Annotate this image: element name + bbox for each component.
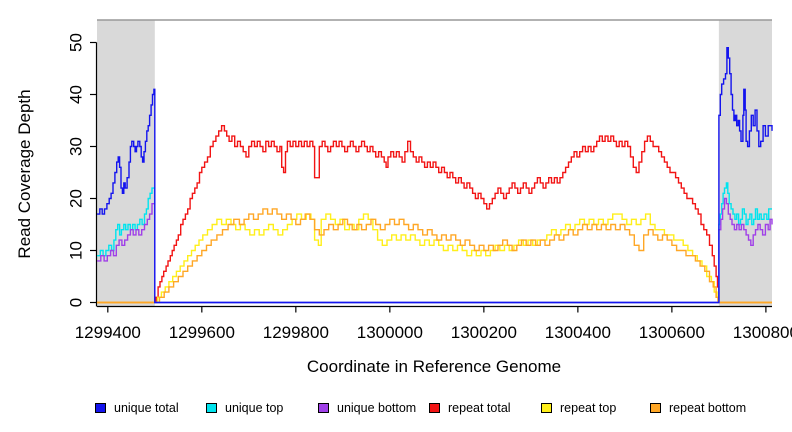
series-line-repeat-total [97,125,772,304]
y-tick-label: 40 [67,85,86,104]
series-line-repeat-bottom [97,208,772,304]
x-axis-label: Coordinate in Reference Genome [307,357,561,376]
legend-swatch-unique-top [206,403,217,413]
shaded-region [718,20,772,307]
coverage-plot: 1299400 1299600 1299800 1300000 1300200 13004… [15,19,792,376]
x-tick-label: 1299800 [263,323,329,342]
legend-item-repeat-top: repeat top [541,399,616,417]
legend-item-unique-total: unique total [95,399,179,417]
y-tick-label: 20 [67,189,86,208]
legend-label: repeat total [448,401,511,415]
y-tick-label: 0 [67,298,86,307]
legend-swatch-repeat-bottom [650,403,661,413]
x-tick-label: 1300000 [357,323,423,342]
series-line-repeat-top [97,213,772,304]
x-tick-label: 1299400 [75,323,141,342]
x-tick-label: 1300400 [545,323,611,342]
legend-swatch-repeat-top [541,403,552,413]
legend-label: unique top [225,401,284,415]
x-tick-label: 1299600 [169,323,235,342]
legend-label: unique bottom [337,401,417,415]
legend-item-unique-top: unique top [206,399,283,417]
series-line-unique-bottom [97,197,773,304]
x-tick-label: 1300600 [639,323,705,342]
legend-label: repeat top [560,401,617,415]
legend-swatch-repeat-total [429,403,440,413]
series-line-unique-total [97,47,773,304]
y-tick-label: 10 [67,241,86,260]
legend-swatch-unique-total [95,403,106,413]
y-tick-label: 50 [67,33,86,52]
legend-label: repeat bottom [669,401,747,415]
legend-item-repeat-total: repeat total [429,399,511,417]
x-tick-label: 1300200 [451,323,517,342]
legend-label: unique total [114,401,179,415]
legend-swatch-unique-bottom [318,403,329,413]
legend-item-unique-bottom: unique bottom [318,399,416,417]
shaded-region [97,20,155,307]
legend: unique total unique top unique bottom repea… [0,396,792,420]
y-tick-label: 30 [67,137,86,156]
legend-item-repeat-bottom: repeat bottom [650,399,746,417]
y-axis-label: Read Coverage Depth [15,89,34,258]
